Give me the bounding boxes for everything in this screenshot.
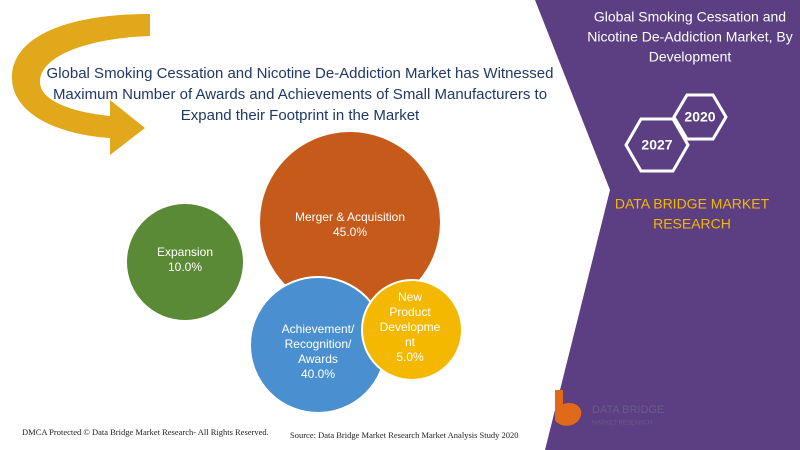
bubble-label: Developme [380, 320, 441, 334]
bubble-label: Achievement/ [282, 322, 355, 336]
brand: RESEARCH [653, 216, 731, 232]
logo-text: DATA BRIDGE [592, 404, 664, 416]
content: Global Smoking Cessation and Nicotine De… [22, 9, 793, 440]
bubble-value: 40.0% [301, 367, 335, 381]
side-panel [535, 0, 800, 450]
panel-title: Global Smoking Cessation and [594, 9, 786, 25]
footer-right: Source: Data Bridge Market Research Mark… [290, 430, 519, 440]
headline: Global Smoking Cessation and Nicotine De… [47, 65, 554, 82]
bubble-label: Awards [298, 352, 338, 366]
brand: DATA BRIDGE MARKET [615, 196, 770, 212]
bubble-label: Product [389, 305, 431, 319]
year: 2027 [641, 137, 672, 153]
bubble [260, 132, 440, 312]
bubble [127, 204, 243, 320]
panel-title: Nicotine De-Addiction Market, By [587, 29, 792, 45]
logo-text: MARKET RESEARCH [592, 421, 652, 427]
year: 2020 [684, 109, 715, 125]
footer-left: DMCA Protected © Data Bridge Market Rese… [22, 427, 269, 437]
arrow [11, 14, 150, 155]
hexagons [624, 93, 728, 173]
bubble-label: Recognition/ [285, 337, 352, 351]
bubble-value: 5.0% [396, 350, 424, 364]
panel-title: Development [649, 49, 732, 65]
bubble-value: 45.0% [333, 225, 367, 239]
bubble-label: New [398, 290, 422, 304]
bubble-label: nt [405, 335, 416, 349]
bubble [361, 279, 463, 381]
bubble-value: 10.0% [168, 260, 202, 274]
headline: Expand their Footprint in the Market [181, 107, 420, 124]
bubble-label: Expansion [157, 245, 213, 259]
bubble-label: Merger & Acquisition [295, 210, 405, 224]
headline: Maximum Number of Awards and Achievement… [53, 86, 547, 103]
logo-icon [555, 390, 582, 426]
